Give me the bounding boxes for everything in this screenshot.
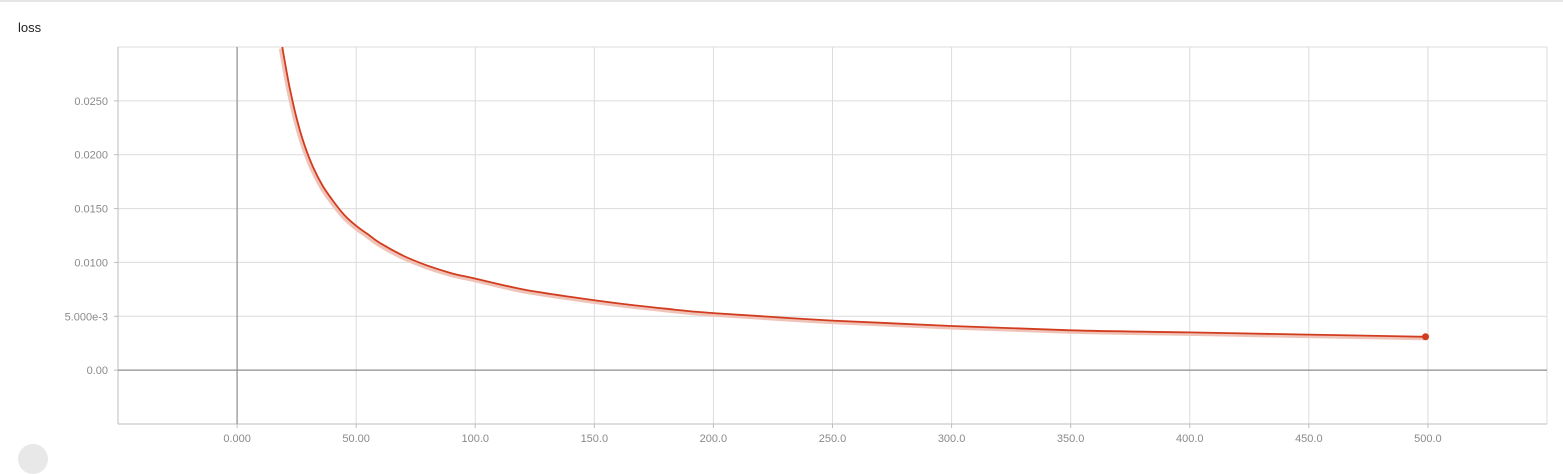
grid-layer <box>114 47 1547 428</box>
y-tick-label: 0.0100 <box>74 257 108 269</box>
top-divider <box>0 0 1563 2</box>
tick-label-layer: 0.000 50.00 100.0 150.0 200.0 250.0 300.0 350.0… <box>65 96 1442 445</box>
x-tick-label: 150.0 <box>581 433 609 445</box>
y-tick-label: 0.0150 <box>74 204 108 216</box>
x-tick-label: 0.000 <box>223 433 251 445</box>
loss-raw-line <box>278 48 1425 341</box>
y-tick-label: 5.000e-3 <box>65 311 108 323</box>
chart-title: loss <box>18 20 42 35</box>
x-tick-label: 400.0 <box>1176 433 1204 445</box>
axis-layer <box>117 46 1548 425</box>
x-tick-label: 500.0 <box>1414 433 1442 445</box>
x-tick-label: 50.00 <box>342 433 370 445</box>
loss-series-line <box>281 47 1426 338</box>
x-tick-label: 450.0 <box>1295 433 1323 445</box>
series-layer <box>278 47 1430 341</box>
fit-domain-button[interactable] <box>18 444 48 474</box>
y-tick-label: 0.0200 <box>74 150 108 162</box>
last-point-marker <box>1422 333 1430 341</box>
x-tick-label: 100.0 <box>461 433 489 445</box>
y-tick-label: 0.00 <box>87 365 108 377</box>
x-tick-label: 300.0 <box>938 433 966 445</box>
y-tick-label: 0.0250 <box>74 96 108 108</box>
x-tick-label: 350.0 <box>1057 433 1085 445</box>
x-tick-label: 200.0 <box>700 433 728 445</box>
loss-line-chart[interactable]: 0.000 50.00 100.0 150.0 200.0 250.0 300.0 350.0… <box>0 0 1563 453</box>
x-tick-label: 250.0 <box>819 433 847 445</box>
